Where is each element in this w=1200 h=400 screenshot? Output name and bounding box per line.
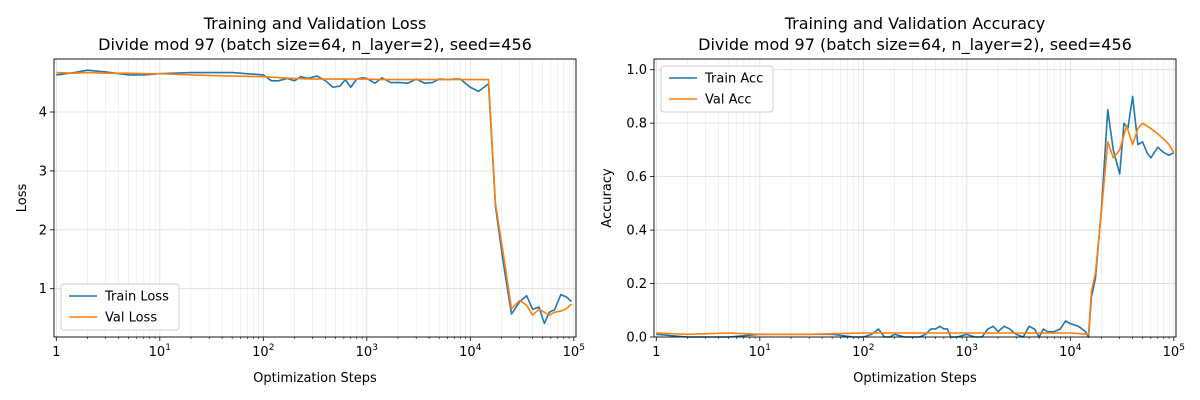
- loss-series-val-loss: [56, 71, 573, 317]
- loss-x-tick-label: 101: [149, 343, 171, 360]
- loss-y-tick-label: 2: [39, 223, 47, 238]
- accuracy-chart: Training and Validation Accuracy Divide …: [600, 14, 1185, 386]
- loss-legend-label: Train Loss: [104, 290, 169, 305]
- loss-legend-label: Val Loss: [105, 311, 157, 326]
- accuracy-x-axis-label: Optimization Steps: [853, 371, 977, 386]
- accuracy-legend-label: Val Acc: [705, 93, 752, 108]
- loss-chart-title: Training and Validation Loss: [203, 14, 427, 33]
- accuracy-x-tick-label: 105: [1163, 343, 1185, 360]
- accuracy-y-tick-label: 0.2: [626, 277, 647, 292]
- loss-x-tick-label: 104: [459, 343, 482, 360]
- loss-x-tick-label: 103: [356, 343, 378, 360]
- accuracy-x-tick-label: 101: [749, 343, 771, 360]
- accuracy-y-tick-label: 1.0: [626, 63, 647, 78]
- accuracy-x-tick-label: 102: [852, 343, 874, 360]
- loss-x-tick-label: 105: [563, 343, 585, 360]
- accuracy-x-tick-label: 1: [652, 345, 660, 360]
- loss-chart: Training and Validation Loss Divide mod …: [15, 14, 585, 386]
- accuracy-x-tick-label: 103: [956, 343, 978, 360]
- loss-chart-subtitle: Divide mod 97 (batch size=64, n_layer=2)…: [98, 35, 532, 55]
- accuracy-series-train-acc: [656, 95, 1175, 338]
- accuracy-y-axis-label: Accuracy: [600, 168, 615, 228]
- accuracy-y-tick-label: 0.4: [626, 224, 647, 239]
- loss-x-axis-label: Optimization Steps: [253, 371, 377, 386]
- accuracy-y-tick-label: 0.8: [626, 117, 647, 132]
- loss-y-tick-label: 4: [39, 106, 47, 121]
- loss-x-tick-label: 102: [252, 343, 274, 360]
- accuracy-y-tick-label: 0.0: [626, 331, 647, 346]
- loss-y-tick-label: 1: [39, 282, 47, 297]
- accuracy-series-val-acc: [656, 122, 1175, 336]
- accuracy-y-tick-label: 0.6: [626, 170, 647, 185]
- accuracy-plot-frame: [653, 58, 1177, 338]
- loss-series-train-loss: [56, 69, 573, 325]
- loss-plot-frame: [53, 58, 577, 338]
- accuracy-chart-title: Training and Validation Accuracy: [784, 14, 1046, 33]
- accuracy-x-tick-label: 104: [1059, 343, 1082, 360]
- loss-x-tick-label: 1: [52, 345, 60, 360]
- accuracy-legend-label: Train Acc: [704, 72, 763, 87]
- loss-y-tick-label: 3: [39, 164, 47, 179]
- loss-y-axis-label: Loss: [15, 184, 30, 213]
- accuracy-chart-subtitle: Divide mod 97 (batch size=64, n_layer=2)…: [698, 35, 1132, 55]
